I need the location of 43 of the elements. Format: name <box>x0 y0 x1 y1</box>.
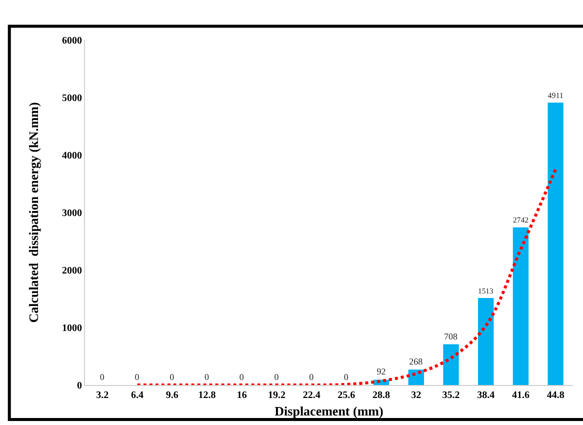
x-tick-label: 32 <box>411 390 422 401</box>
bar <box>478 298 494 385</box>
data-label: 92 <box>376 366 386 377</box>
x-tick-label: 41.6 <box>512 390 530 401</box>
y-tick-label: 6000 <box>62 36 82 46</box>
y-tick-label: 3000 <box>62 208 82 219</box>
y-tick-label: 2000 <box>62 266 82 276</box>
data-label: 4911 <box>548 90 564 100</box>
data-label: 0 <box>100 372 105 382</box>
data-label: 268 <box>409 356 424 367</box>
data-label: 1513 <box>478 286 494 296</box>
y-axis-title: Calculated dissipation energy (kN.mm) <box>26 102 41 323</box>
data-label: 0 <box>134 372 140 382</box>
x-tick-label: 16 <box>236 390 247 401</box>
data-label: 0 <box>274 372 280 382</box>
x-tick-label: 3.2 <box>96 390 109 401</box>
data-label: 0 <box>344 372 349 382</box>
x-tick-label: 38.4 <box>477 390 495 401</box>
x-axis-title: Displacement (mm) <box>274 404 384 419</box>
x-tick-label: 35.2 <box>442 390 460 401</box>
x-tick-label: 22.4 <box>302 390 320 401</box>
data-label: 0 <box>239 372 244 382</box>
y-tick-label: 1000 <box>62 323 82 334</box>
x-tick-label: 19.2 <box>268 390 286 401</box>
bar <box>512 227 529 385</box>
y-tick-label: 5000 <box>62 93 82 104</box>
x-tick-label: 28.8 <box>372 390 390 401</box>
data-label: 708 <box>444 331 458 342</box>
y-tick-label: 0 <box>77 380 82 392</box>
data-label: 0 <box>170 372 175 382</box>
x-tick-label: 12.8 <box>198 390 216 401</box>
bar <box>548 102 564 385</box>
line-series <box>136 168 558 385</box>
bar <box>408 370 424 385</box>
y-tick-label: 4000 <box>62 150 82 162</box>
data-label: 2742 <box>512 216 529 225</box>
bar <box>443 344 459 385</box>
data-label: 0 <box>309 372 314 382</box>
x-tick-label: 44.8 <box>546 390 564 401</box>
x-tick-label: 6.4 <box>131 390 144 401</box>
data-label: 0 <box>204 372 210 382</box>
x-tick-label: 9.6 <box>166 390 178 401</box>
x-tick-label: 25.6 <box>338 390 356 401</box>
